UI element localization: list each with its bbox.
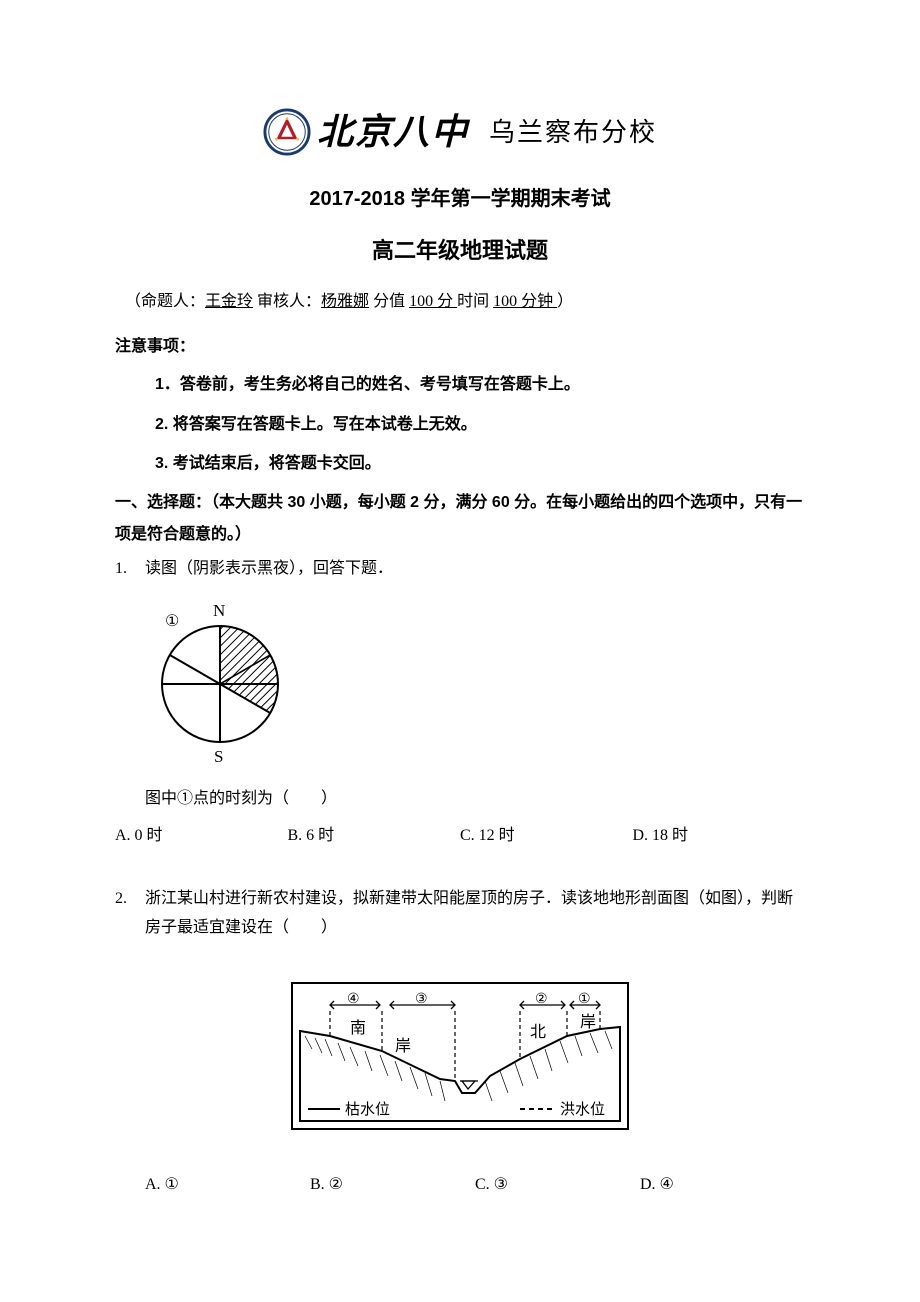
q1-option-c: C. 12 时 (460, 822, 633, 851)
header-row: 北京八中 乌兰察布分校 (115, 100, 805, 165)
q1-option-b: B. 6 时 (288, 822, 461, 851)
label-3: ③ (415, 992, 428, 1007)
label-point1: ① (165, 613, 179, 630)
label-n: N (213, 602, 225, 620)
q2-option-c: C. ③ (475, 1171, 640, 1200)
q1-text: 读图（阴影表示黑夜），回答下题． (145, 555, 805, 584)
logo-text: 北京八中 (317, 100, 469, 165)
q2-option-b: B. ② (310, 1171, 475, 1200)
label-4: ④ (347, 992, 360, 1007)
school-logo: 北京八中 (263, 100, 469, 165)
label-bank1: 岸 (395, 1037, 411, 1055)
meta-score: 100 分 (409, 293, 457, 310)
meta-reviewer-label: 审核人： (253, 293, 321, 310)
meta-author: 王金玲 (205, 293, 253, 310)
label-s: S (214, 747, 223, 766)
meta-line: （命题人：王金玲 审核人：杨雅娜 分值 100 分 时间 100 分钟 ） (115, 288, 805, 317)
q1-option-d: D. 18 时 (633, 822, 806, 851)
q1-figure: N ① S (145, 602, 805, 778)
note-2: 2. 将答案写在答题卡上。写在本试卷上无效。 (115, 408, 805, 442)
q2-option-d: D. ④ (640, 1171, 805, 1200)
question-1: 1. 读图（阴影表示黑夜），回答下题． (115, 555, 805, 592)
label-bank2: 岸 (580, 1013, 596, 1031)
meta-suffix: ） (557, 293, 573, 310)
label-1: ① (578, 992, 591, 1007)
label-high-water: 洪水位 (560, 1101, 605, 1118)
q2-figure: ④ ③ ② ① 南 岸 北 岸 (115, 981, 805, 1131)
exam-title-line1: 2017-2018 学年第一学期期末考试 (115, 181, 805, 217)
question-2: 2. 浙江某山村进行新农村建设，拟新建带太阳能屋顶的房子．读该地地形剖面图（如图… (115, 885, 805, 951)
q1-options: A. 0 时 B. 6 时 C. 12 时 D. 18 时 (115, 822, 805, 851)
branch-name: 乌兰察布分校 (489, 109, 657, 156)
label-low-water: 枯水位 (345, 1101, 390, 1118)
logo-emblem-icon (263, 108, 311, 156)
label-south: 南 (350, 1019, 366, 1037)
label-2: ② (535, 992, 548, 1007)
q2-text: 浙江某山村进行新农村建设，拟新建带太阳能屋顶的房子．读该地地形剖面图（如图），判… (145, 885, 805, 943)
terrain-profile-diagram: ④ ③ ② ① 南 岸 北 岸 (290, 981, 630, 1131)
q2-number: 2. (115, 885, 145, 951)
meta-reviewer: 杨雅娜 (321, 293, 369, 310)
q1-option-a: A. 0 时 (115, 822, 288, 851)
q2-option-a: A. ① (145, 1171, 310, 1200)
meta-prefix: （命题人： (125, 293, 205, 310)
part1-heading: 一、选择题：（本大题共 30 小题，每小题 2 分，满分 60 分。在每小题给出… (115, 487, 805, 551)
q2-body: 浙江某山村进行新农村建设，拟新建带太阳能屋顶的房子．读该地地形剖面图（如图），判… (145, 885, 805, 951)
notes-heading: 注意事项： (115, 333, 805, 362)
meta-score-label: 分值 (369, 293, 409, 310)
exam-title-line2: 高二年级地理试题 (115, 231, 805, 271)
note-3: 3. 考试结束后，将答题卡交回。 (115, 447, 805, 481)
q1-number: 1. (115, 555, 145, 592)
meta-time-label: 时间 (457, 293, 493, 310)
q1-subquestion: 图中①点的时刻为（ ） (115, 785, 805, 814)
note-1: 1．答卷前，考生务必将自己的姓名、考号填写在答题卡上。 (115, 368, 805, 402)
label-north: 北 (530, 1023, 546, 1041)
q2-options: A. ① B. ② C. ③ D. ④ (115, 1171, 805, 1200)
meta-time: 100 分钟 (493, 293, 557, 310)
globe-day-night-diagram: N ① S (145, 602, 295, 767)
q1-body: 读图（阴影表示黑夜），回答下题． (145, 555, 805, 592)
